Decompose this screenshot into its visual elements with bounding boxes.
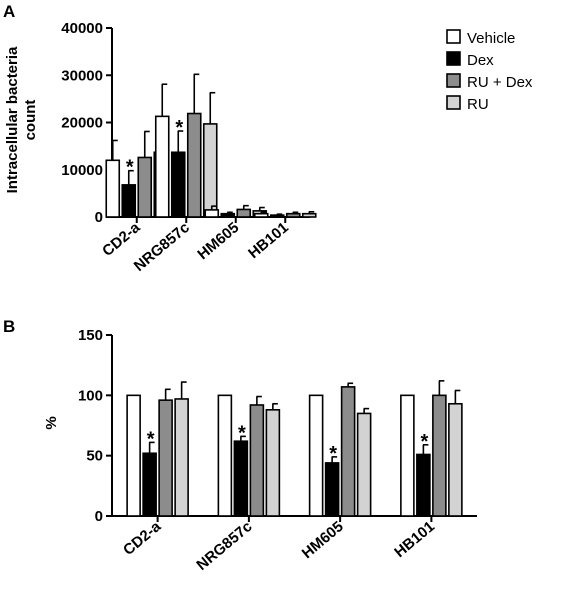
panel-a-bar-ru-dex [285,212,301,218]
panel-a-y-tick-label: 20000 [61,115,103,132]
panel-a-legend-label: RU + Dex [467,74,533,91]
panel-b-bar-dex [233,440,249,517]
panel-b-significance-marker: * [420,431,428,453]
panel-a-bar-ru-dex [186,112,202,218]
panel-a-y-axis-label-line: count [22,100,39,141]
panel-a-y-axis-label: Intracellular bacteriacount [4,46,39,193]
panel-b-y-tick-label: 100 [78,387,103,404]
panel-a-y-tick-label: 0 [95,209,103,226]
panel-a-bar-ru-dex [137,156,153,218]
panel-b-y-tick-label: 0 [95,508,103,525]
panel-b-bar-ru [174,398,189,517]
panel-a-y-axis-label-line: Intracellular bacteria [4,46,21,193]
panel-a-legend-label: RU [467,96,489,113]
panel-b-x-tick-label: HM605 [299,518,347,562]
panel-a-x-tick-label: HB101 [245,219,292,262]
panel-a-bar-vehicle [154,115,170,218]
panel-b-bar-ru-dex [340,386,356,517]
panel-a-legend-swatch [446,95,461,110]
panel-a-bar-dex [170,151,186,218]
panel-b-bar-dex [416,453,431,517]
panel-b-bar-ru [356,412,372,517]
panel-a-bar-vehicle [253,212,269,218]
panel-b-y-tick-label: 150 [78,327,103,344]
panel-b-x-tick-label: CD2-a [120,518,165,559]
panel-a-y-tick-label: 30000 [61,67,103,84]
panel-a-significance-marker: * [126,157,134,179]
panel-b-y-axis-label-line: % [43,416,60,429]
panel-a-legend-swatch [446,51,461,66]
panel-b-significance-marker: * [147,428,155,450]
panel-a-y-tick-label: 10000 [61,162,103,179]
panel-a-legend-swatch [446,73,461,88]
panel-b-bar-vehicle [308,394,324,517]
panel-a-x-tick-label: HM605 [194,219,242,263]
panel-a-bar-dex [121,184,137,218]
chart-panel-a: 0 10000 20000 30000 40000 Intracellular bacte… [4,20,533,275]
panel-a-legend-swatch [446,29,461,44]
panel-label-a: A [3,2,15,21]
panel-b-y-axis-label: % [43,416,60,429]
panel-a-significance-marker: * [175,117,183,139]
panel-b-bar-ru-dex [158,399,173,517]
panel-b-bar-dex [142,452,157,517]
panel-b-bar-ru-dex [432,394,447,517]
panel-label-b: B [3,317,15,336]
panel-a-bar-dex [220,212,236,218]
panel-a-x-tick-label: CD2-a [99,219,144,260]
chart-panel-b: 0 50 100 150% * CD2-a * NRG857c * HM605 * HB101 [43,327,477,574]
panel-a-bar-vehicle [204,209,220,218]
panel-b-bar-vehicle [126,394,141,517]
panel-a-bar-ru-dex [236,208,252,218]
panel-a-y-tick-label: 40000 [61,20,103,37]
panel-b-x-tick-label: NRG857c [193,518,255,574]
panel-b-bar-ru [448,402,463,517]
panel-a-legend-label: Vehicle [467,30,515,47]
panel-a-bar-vehicle [105,159,121,218]
panel-b-significance-marker: * [238,422,246,444]
panel-a-bar-ru [202,123,218,218]
panel-b-x-tick-label: HB101 [391,518,438,561]
panel-b-bar-ru [265,409,281,517]
panel-a-bar-ru [301,212,317,218]
panel-a-x-tick-label: NRG857c [131,219,193,275]
panel-b-bar-vehicle [217,394,233,517]
panel-b-significance-marker: * [329,443,337,465]
panel-a-legend-label: Dex [467,52,494,69]
panel-a-bar-dex [269,214,285,218]
panel-b-bar-ru-dex [249,404,265,517]
panel-b-bar-vehicle [400,394,415,517]
panel-b-y-tick-label: 50 [86,448,103,465]
panel-b-bar-dex [324,462,340,517]
